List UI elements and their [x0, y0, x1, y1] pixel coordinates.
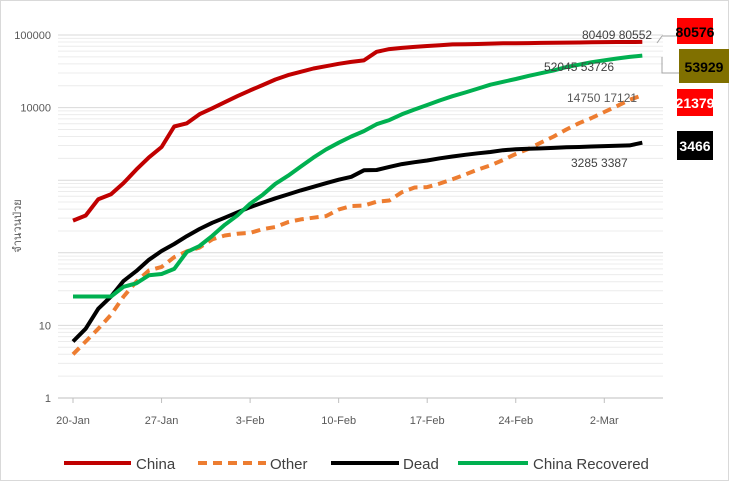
other-badge-bg — [677, 89, 713, 116]
x-tick-label: 24-Feb — [498, 415, 533, 427]
y-tick-label: 10000 — [20, 103, 51, 115]
dead-end-label: 3285 3387 — [571, 156, 628, 170]
y-axis-label: จำนวนป่วย — [11, 199, 24, 252]
dead-badge: 3466 — [677, 131, 713, 160]
china-leader-line — [656, 35, 677, 44]
china-end-label: 80409 80552 — [582, 28, 652, 42]
x-tick-labels: 20-Jan 27-Jan 3-Feb 10-Feb 17-Feb 24-Feb 2-Mar — [56, 398, 619, 427]
x-tick-label: 20-Jan — [56, 415, 90, 427]
legend-label-other: Other — [270, 456, 308, 473]
recovered-end-label: 52045 53726 — [544, 60, 614, 74]
y-tick-label: 100000 — [14, 30, 51, 42]
y-tick-label: 1 — [45, 393, 51, 405]
y-tick-labels: 1 10 10000 100000 — [14, 30, 51, 405]
china-badge: 80576 — [676, 18, 715, 44]
y-tick-label: 10 — [39, 320, 51, 332]
x-tick-label: 3-Feb — [236, 415, 265, 427]
china-badge-text: 80576 — [676, 24, 715, 40]
recovered-badge-text: 53929 — [685, 59, 724, 75]
grid-lines — [58, 34, 663, 377]
x-tick-label: 17-Feb — [410, 415, 445, 427]
other-badge-text: 21379 — [676, 95, 715, 111]
legend-label-china: China — [136, 456, 176, 473]
series-line-china — [72, 39, 643, 223]
series-line-other — [71, 93, 643, 356]
x-tick-label: 2-Mar — [590, 415, 619, 427]
x-tick-label: 10-Feb — [321, 415, 356, 427]
other-end-label: 14750 17121 — [567, 91, 637, 105]
legend-label-recovered: China Recovered — [533, 456, 649, 473]
series-line-china-recovered — [73, 53, 643, 299]
dead-badge-bg — [677, 131, 713, 160]
recovered-badge: 53929 — [679, 49, 729, 83]
china-badge-bg — [677, 18, 713, 44]
legend-label-dead: Dead — [403, 456, 439, 473]
series-line-dead — [71, 140, 643, 343]
other-badge: 21379 — [676, 89, 715, 116]
dead-badge-text: 3466 — [679, 138, 710, 154]
series-lines — [71, 39, 643, 356]
recovered-badge-bg — [679, 49, 729, 83]
legend: China Other Dead China Recovered — [64, 456, 649, 473]
recovered-leader-line — [661, 57, 679, 74]
x-tick-label: 27-Jan — [145, 415, 179, 427]
